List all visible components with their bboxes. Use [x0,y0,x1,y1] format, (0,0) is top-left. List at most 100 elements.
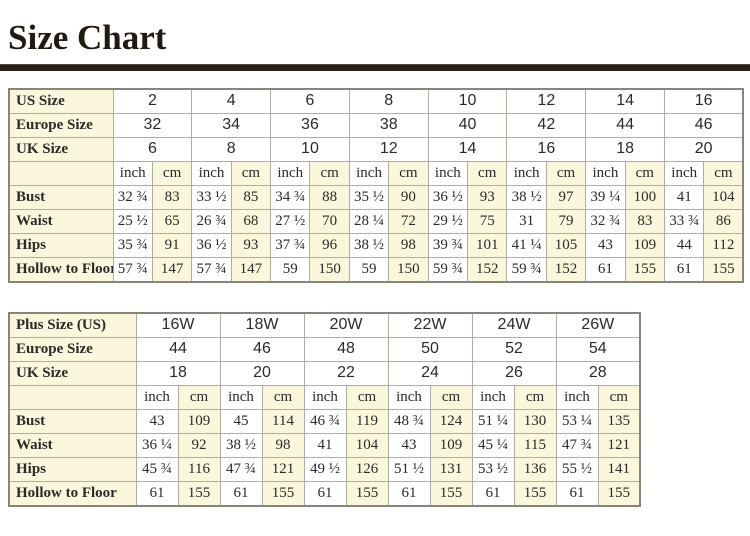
measurement-inch-value: 32 ¾ [585,208,626,234]
measurement-cm-value: 124 [429,408,473,434]
size-value: 10 [270,136,350,162]
unit-inch-header: inch [219,384,263,410]
measurement-cm-value: 91 [151,232,193,258]
size-value: 28 [555,360,641,386]
size-value: 12 [506,88,587,114]
size-value: 20 [664,136,744,162]
row-label: Plus Size (US) [8,312,137,338]
measurement-inch-value: 48 ¾ [387,408,431,434]
measurement-cm-value: 147 [230,256,272,283]
measurement-cm-value: 98 [388,232,429,258]
unit-cm-header: cm [177,384,221,410]
measurement-inch-value: 45 ¼ [471,432,515,458]
row-label: Hips [8,232,114,258]
unit-inch-header: inch [555,384,599,410]
measurement-inch-value: 34 ¾ [270,184,311,210]
measurement-row: Waist 25 ½ 65 26 ¾ 68 27 ½ 70 28 ¼ 72 29 ½ 75 31 79 3… [8,208,744,234]
measurement-cm-value: 86 [703,208,744,234]
measurement-cm-value: 92 [177,432,221,458]
measurement-inch-value: 55 ½ [555,456,599,482]
measurement-cm-value: 70 [309,208,350,234]
measurement-inch-value: 36 ½ [191,232,232,258]
measurement-cm-value: 116 [177,456,221,482]
measurement-cm-value: 155 [345,480,389,507]
measurement-cm-value: 147 [151,256,193,283]
size-value: 10 [427,88,508,114]
measurement-cm-value: 93 [230,232,272,258]
row-label: Europe Size [8,336,137,362]
size-value: 44 [585,112,666,138]
unit-cm-header: cm [467,160,508,186]
measurement-cm-value: 93 [467,184,508,210]
measurement-inch-value: 59 ¾ [506,256,547,283]
row-label: Bust [8,184,114,210]
row-label: Bust [8,408,137,434]
measurement-cm-value: 114 [261,408,305,434]
unit-inch-header: inch [387,384,431,410]
size-value: 8 [348,88,429,114]
measurement-inch-value: 47 ¾ [219,456,263,482]
measurement-inch-value: 44 [664,232,705,258]
size-row: UK Size 18 20 22 24 26 28 [8,360,641,386]
measurement-inch-value: 43 [585,232,626,258]
measurement-inch-value: 38 ½ [506,184,547,210]
size-value: 14 [427,136,508,162]
size-value: 16 [506,136,587,162]
measurement-inch-value: 35 ½ [348,184,390,210]
size-value: 46 [664,112,744,138]
measurement-cm-value: 79 [545,208,587,234]
size-value: 12 [348,136,429,162]
size-value: 48 [303,336,389,362]
size-value: 22W [387,312,473,338]
size-row: US Size 2 4 6 8 10 12 14 16 [8,88,744,114]
size-value: 20 [219,360,305,386]
unit-inch-header: inch [427,160,469,186]
unit-cm-header: cm [703,160,744,186]
measurement-inch-value: 38 ½ [219,432,263,458]
measurement-cm-value: 65 [151,208,193,234]
measurement-inch-value: 57 ¾ [112,256,153,283]
plus-size-table: Plus Size (US) 16W 18W 20W 22W 24W 26W Europe S… [8,311,641,507]
size-value: 18 [135,360,221,386]
measurement-cm-value: 115 [513,432,557,458]
measurement-cm-value: 109 [177,408,221,434]
measurement-row: Hollow to Floor 57 ¾ 147 57 ¾ 147 59 150 59 150 5… [8,256,744,283]
measurement-inch-value: 61 [555,480,599,507]
size-value: 52 [471,336,557,362]
unit-inch-header: inch [585,160,626,186]
measurement-row: Hips 45 ¾ 116 47 ¾ 121 49 ½ 126 51 ½ 131 53 ½ 136 5… [8,456,641,482]
measurement-cm-value: 155 [513,480,557,507]
measurement-inch-value: 33 ¾ [664,208,705,234]
unit-inch-header: inch [303,384,347,410]
measurement-inch-value: 43 [135,408,179,434]
size-value: 24 [387,360,473,386]
measurement-inch-value: 59 [348,256,390,283]
measurement-inch-value: 27 ½ [270,208,311,234]
measurement-cm-value: 104 [345,432,389,458]
size-row: UK Size 6 8 10 12 14 16 18 20 [8,136,744,162]
measurement-inch-value: 39 ¼ [585,184,626,210]
unit-header-row: inch cm inch cm inch cm inch cm inch cm inch cm [8,384,641,410]
measurement-inch-value: 61 [135,480,179,507]
unit-inch-header: inch [112,160,153,186]
measurement-cm-value: 90 [388,184,429,210]
size-value: 32 [112,112,193,138]
size-value: 54 [555,336,641,362]
measurement-inch-value: 59 ¾ [427,256,469,283]
measurement-inch-value: 57 ¾ [191,256,232,283]
measurement-inch-value: 41 [303,432,347,458]
measurement-inch-value: 41 ¼ [506,232,547,258]
row-label: Waist [8,208,114,234]
measurement-cm-value: 121 [261,456,305,482]
title-divider [0,63,750,71]
measurement-cm-value: 88 [309,184,350,210]
measurement-inch-value: 45 ¾ [135,456,179,482]
row-label: Waist [8,432,137,458]
measurement-cm-value: 101 [467,232,508,258]
unit-cm-header: cm [261,384,305,410]
measurement-cm-value: 105 [545,232,587,258]
measurement-inch-value: 49 ½ [303,456,347,482]
measurement-cm-value: 75 [467,208,508,234]
measurement-row: Hollow to Floor 61 155 61 155 61 155 61 155 61 155… [8,480,641,507]
